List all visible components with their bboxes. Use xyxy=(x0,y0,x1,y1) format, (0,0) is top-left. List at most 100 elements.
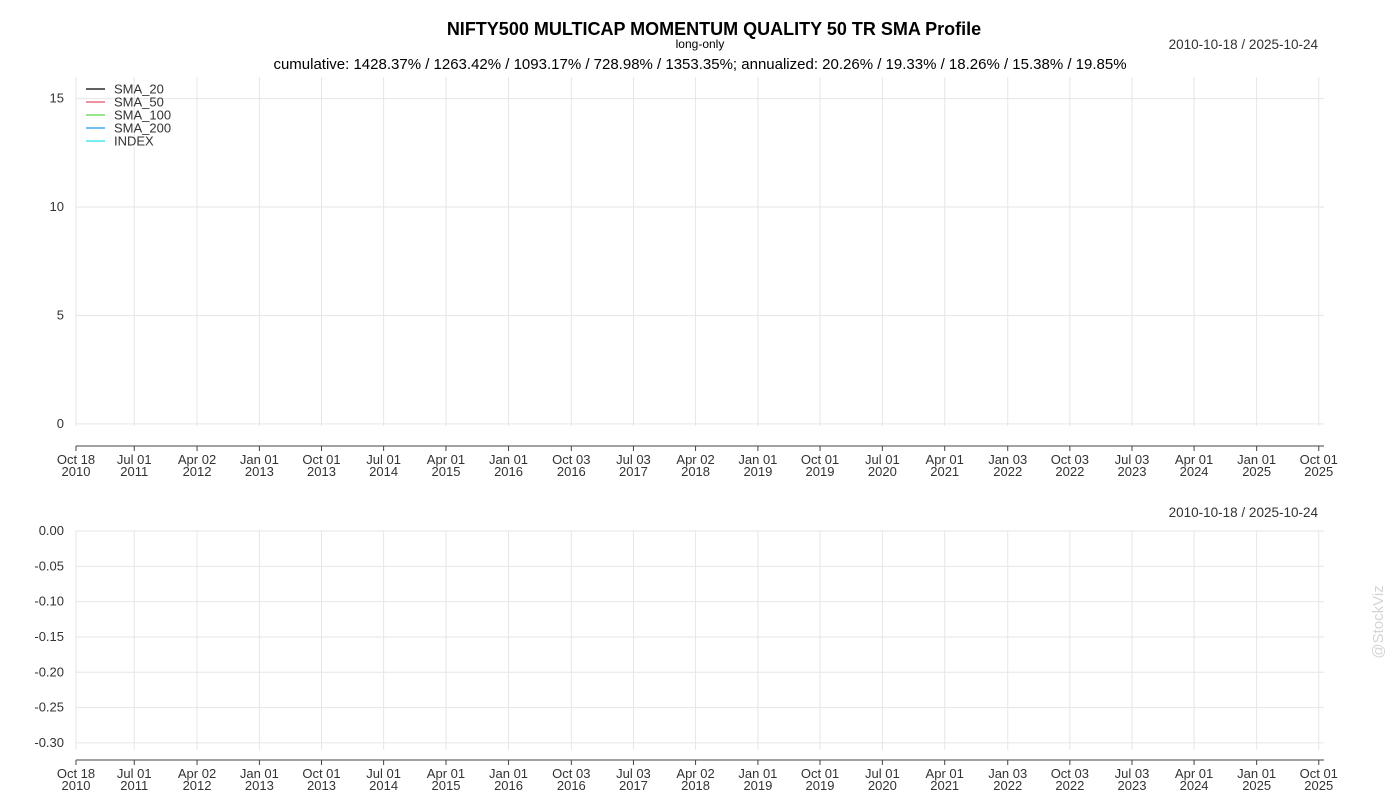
x-tick-label: 2016 xyxy=(557,464,586,479)
x-tick-label: 2022 xyxy=(1055,464,1084,479)
y-tick-label: -0.10 xyxy=(34,594,64,609)
x-tick-label: 2014 xyxy=(369,464,398,479)
x-tick-label: 2025 xyxy=(1304,778,1333,793)
x-tick-label: 2022 xyxy=(1055,778,1084,793)
x-tick-label: Jul 03 xyxy=(1115,452,1150,467)
x-tick-label: Oct 01 xyxy=(302,452,340,467)
legend-entry: INDEX xyxy=(114,134,154,149)
x-tick-label: 2016 xyxy=(494,778,523,793)
legend-entry: SMA_100 xyxy=(114,108,171,123)
x-tick-label: 2016 xyxy=(494,464,523,479)
x-tick-label: 2017 xyxy=(619,778,648,793)
x-tick-label: 2015 xyxy=(432,778,461,793)
x-tick-label: 2010 xyxy=(62,778,91,793)
x-tick-label: Oct 01 xyxy=(801,452,839,467)
x-tick-label: 2025 xyxy=(1242,464,1271,479)
x-tick-label: 2013 xyxy=(245,464,274,479)
y-tick-label: -0.20 xyxy=(34,664,64,679)
y-tick-label: -0.25 xyxy=(34,700,64,715)
x-tick-label: 2019 xyxy=(743,464,772,479)
y-tick-label: 15 xyxy=(50,91,64,106)
x-tick-label: 2018 xyxy=(681,778,710,793)
x-tick-label: 2012 xyxy=(183,464,212,479)
x-tick-label: Jul 01 xyxy=(865,452,900,467)
legend-entry: SMA_20 xyxy=(114,82,164,97)
x-tick-label: 2011 xyxy=(120,778,148,793)
chart-subtitle: long-only xyxy=(676,37,725,51)
x-tick-label: 2020 xyxy=(868,778,897,793)
x-tick-label: Jul 01 xyxy=(117,766,152,781)
x-tick-label: Apr 02 xyxy=(178,452,216,467)
x-tick-label: Jan 01 xyxy=(240,452,279,467)
x-tick-label: Jul 03 xyxy=(1115,766,1150,781)
x-tick-label: 2021 xyxy=(930,778,959,793)
x-tick-label: Jul 01 xyxy=(366,766,401,781)
x-tick-label: Jan 01 xyxy=(240,766,279,781)
y-tick-label: 0 xyxy=(57,416,64,431)
x-tick-label: Jul 01 xyxy=(117,452,152,467)
x-tick-label: Oct 03 xyxy=(1051,452,1089,467)
x-tick-label: 2013 xyxy=(307,778,336,793)
x-tick-label: 2019 xyxy=(806,464,835,479)
x-tick-label: Jul 03 xyxy=(616,766,651,781)
x-tick-label: Jan 01 xyxy=(1237,452,1276,467)
watermark: @StockViz xyxy=(1370,585,1387,658)
x-tick-label: Apr 02 xyxy=(676,766,714,781)
x-tick-label: Apr 01 xyxy=(1175,452,1213,467)
x-tick-label: Jul 01 xyxy=(366,452,401,467)
x-tick-label: Apr 01 xyxy=(427,452,465,467)
x-tick-label: 2019 xyxy=(743,778,772,793)
x-tick-label: 2025 xyxy=(1242,778,1271,793)
x-tick-label: Oct 18 xyxy=(57,766,95,781)
chart-title: NIFTY500 MULTICAP MOMENTUM QUALITY 50 TR… xyxy=(447,19,981,39)
x-tick-label: 2024 xyxy=(1180,464,1209,479)
x-tick-label: Oct 18 xyxy=(57,452,95,467)
legend-entry: SMA_200 xyxy=(114,121,171,136)
x-tick-label: 2016 xyxy=(557,778,586,793)
x-tick-label: Apr 01 xyxy=(926,452,964,467)
x-tick-label: Apr 02 xyxy=(676,452,714,467)
x-tick-label: Oct 01 xyxy=(1300,766,1338,781)
y-tick-label: -0.05 xyxy=(34,558,64,573)
x-tick-label: 2013 xyxy=(307,464,336,479)
x-tick-label: 2014 xyxy=(369,778,398,793)
y-tick-label: -0.30 xyxy=(34,735,64,750)
x-tick-label: 2018 xyxy=(681,464,710,479)
x-tick-label: 2017 xyxy=(619,464,648,479)
x-tick-label: 2023 xyxy=(1118,778,1147,793)
x-tick-label: Jan 01 xyxy=(738,452,777,467)
y-tick-label: -0.15 xyxy=(34,629,64,644)
legend-entry: SMA_50 xyxy=(114,95,164,110)
x-tick-label: 2020 xyxy=(868,464,897,479)
y-tick-label: 0.00 xyxy=(39,523,64,538)
x-tick-label: 2015 xyxy=(432,464,461,479)
x-tick-label: Oct 03 xyxy=(552,766,590,781)
x-tick-label: 2021 xyxy=(930,464,959,479)
x-tick-label: 2012 xyxy=(183,778,212,793)
x-tick-label: Oct 03 xyxy=(552,452,590,467)
x-tick-label: Jul 03 xyxy=(616,452,651,467)
x-tick-label: 2011 xyxy=(120,464,148,479)
x-tick-label: Apr 01 xyxy=(926,766,964,781)
x-tick-label: 2022 xyxy=(993,778,1022,793)
x-tick-label: Jan 01 xyxy=(1237,766,1276,781)
x-tick-label: Jan 01 xyxy=(738,766,777,781)
x-tick-label: Jan 01 xyxy=(489,766,528,781)
x-tick-label: Oct 01 xyxy=(1300,452,1338,467)
x-tick-label: 2019 xyxy=(806,778,835,793)
x-tick-label: Apr 01 xyxy=(1175,766,1213,781)
x-tick-label: Apr 02 xyxy=(178,766,216,781)
x-tick-label: Jan 03 xyxy=(988,766,1027,781)
x-tick-label: 2023 xyxy=(1118,464,1147,479)
y-tick-label: 10 xyxy=(50,199,64,214)
x-tick-label: Jul 01 xyxy=(865,766,900,781)
x-tick-label: Oct 01 xyxy=(302,766,340,781)
x-tick-label: 2025 xyxy=(1304,464,1333,479)
x-tick-label: Jan 01 xyxy=(489,452,528,467)
stats-summary: cumulative: 1428.37% / 1263.42% / 1093.1… xyxy=(273,56,1126,73)
bottom-date-range: 2010-10-18 / 2025-10-24 xyxy=(1169,505,1319,520)
x-tick-label: 2024 xyxy=(1180,778,1209,793)
top-date-range: 2010-10-18 / 2025-10-24 xyxy=(1169,37,1319,52)
